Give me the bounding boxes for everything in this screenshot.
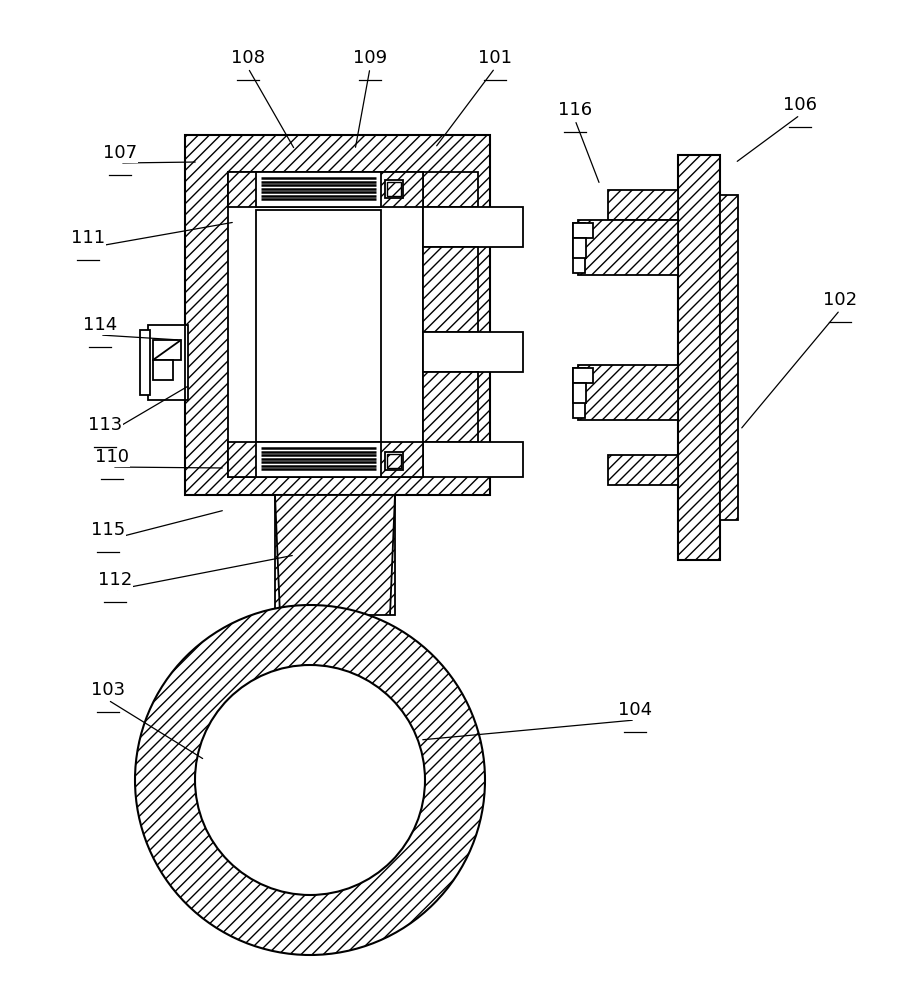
Bar (423, 372, 478, 442)
Bar (153, 340, 181, 360)
Bar (423, 172, 478, 207)
Text: 112: 112 (98, 571, 132, 589)
Bar (423, 332, 523, 372)
Text: 114: 114 (83, 316, 118, 334)
Circle shape (135, 605, 485, 955)
Bar (148, 325, 188, 400)
Bar (578, 365, 678, 420)
Bar (678, 155, 720, 560)
Circle shape (195, 665, 425, 895)
Bar (423, 207, 523, 247)
Bar (387, 454, 401, 468)
Text: 113: 113 (88, 416, 122, 434)
Bar (228, 442, 423, 477)
Bar (385, 180, 403, 198)
Bar (228, 172, 423, 207)
Bar (140, 330, 150, 395)
Bar (228, 172, 423, 477)
Text: 106: 106 (783, 96, 817, 114)
Bar (423, 247, 478, 332)
Bar (185, 135, 490, 495)
Text: 111: 111 (71, 229, 105, 247)
Bar (256, 172, 381, 207)
Text: 104: 104 (618, 701, 652, 719)
Bar (385, 452, 403, 470)
Bar (573, 223, 593, 238)
Bar (573, 368, 585, 418)
Text: 108: 108 (231, 49, 265, 67)
Text: 109: 109 (353, 49, 387, 67)
Bar (573, 238, 586, 258)
Bar (387, 182, 401, 196)
Bar (275, 495, 395, 615)
Bar (153, 360, 173, 380)
Text: 103: 103 (91, 681, 125, 699)
Bar (720, 195, 738, 520)
Bar (256, 442, 381, 477)
Text: 102: 102 (823, 291, 857, 309)
Bar (578, 220, 678, 275)
Bar (608, 455, 678, 485)
Text: 101: 101 (478, 49, 512, 67)
Bar (423, 442, 523, 477)
Text: 115: 115 (91, 521, 125, 539)
Bar (608, 190, 678, 220)
Text: 116: 116 (558, 101, 592, 119)
Bar (256, 210, 381, 450)
Bar (573, 223, 585, 273)
Bar (573, 383, 586, 403)
Text: 107: 107 (103, 144, 137, 162)
Bar (573, 368, 593, 383)
Text: 110: 110 (95, 448, 129, 466)
